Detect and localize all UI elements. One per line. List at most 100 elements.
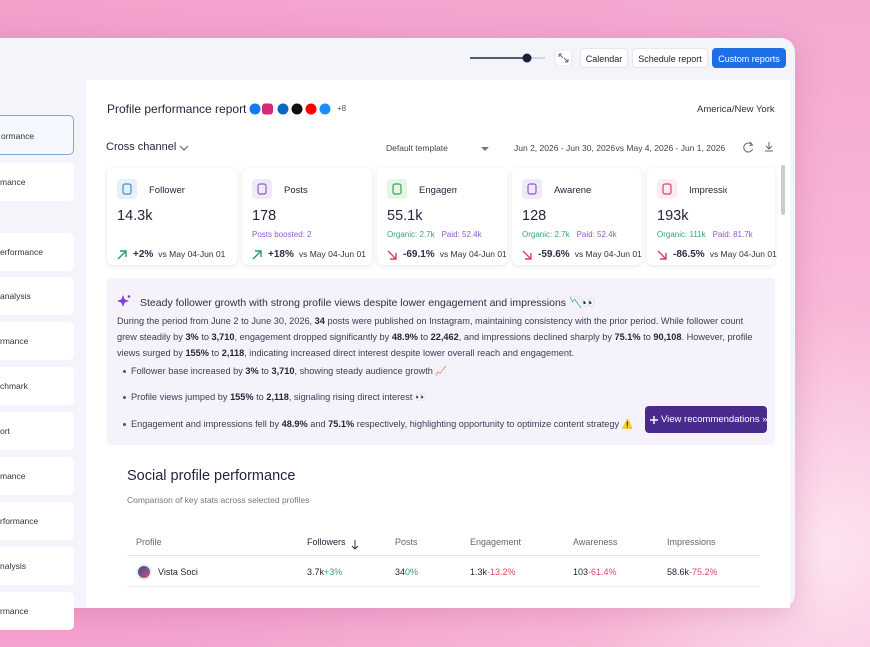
sidebar-item[interactable]: rmance xyxy=(0,592,74,630)
insight-title: Steady follower growth with strong profi… xyxy=(140,297,596,309)
paragraph-segment: 22,462 xyxy=(430,331,459,342)
paid: Paid: 52.4k xyxy=(576,230,617,239)
change-compare: vs May 04-Jun 01 xyxy=(158,249,226,259)
bullet-segment: Follower base increased by xyxy=(131,366,246,376)
bullet-segment: Profile views jumped by xyxy=(131,392,231,402)
sidebar-item[interactable]: mance xyxy=(0,163,74,201)
trend-arrow xyxy=(252,250,262,260)
paragraph-segment: posts were published on Instagram, maint… xyxy=(117,316,744,342)
paragraph-segment: to xyxy=(640,331,654,342)
sidebar-item[interactable]: ort xyxy=(0,412,74,450)
metric-value: 193k xyxy=(657,208,689,224)
paragraph-segment: to xyxy=(198,331,212,342)
column-header[interactable]: Engagement xyxy=(470,537,522,547)
network-icons xyxy=(249,103,331,115)
bullet-segment: 3,710 xyxy=(271,366,295,376)
compare-word: vs xyxy=(615,143,625,153)
metric-split: Organic: 2.7k Paid: 52.4k xyxy=(522,230,617,239)
trend-arrow xyxy=(117,250,127,260)
column-header[interactable]: Posts xyxy=(395,537,418,547)
metric-change: +2% vs May 04-Jun 01 xyxy=(117,249,225,260)
report-title: Profile performance report xyxy=(107,102,247,116)
metric-change: -86.5% vs May 04-Jun 01 xyxy=(657,249,777,260)
change-value: -86.5% xyxy=(673,249,705,260)
column-header[interactable]: Impressions xyxy=(667,537,716,547)
change-compare: vs May 04-Jun 01 xyxy=(298,249,366,259)
sidebar-item[interactable]: nalysis xyxy=(0,547,74,585)
change-value: +18% xyxy=(268,249,294,260)
change-compare: vs May 04-Jun 01 xyxy=(574,249,642,259)
metric-split: Organic: 2.7k Paid: 52.4k xyxy=(387,230,482,239)
column-header[interactable]: Awareness xyxy=(573,537,618,547)
cell-change: +3% xyxy=(324,567,343,577)
bullet-segment: respectively, highlighting opportunity t… xyxy=(354,419,634,429)
metric-icon xyxy=(117,179,137,199)
bullet-dot xyxy=(123,423,126,426)
row-rule xyxy=(127,586,760,587)
table-cell: 58.6k-75.2% xyxy=(667,567,718,577)
bullet-segment: and xyxy=(307,419,329,429)
bullet-segment: , signaling rising direct interest 👀 xyxy=(288,392,427,402)
compare-range: May 4, 2026 - Jun 1, 2026 xyxy=(626,143,726,153)
paragraph-segment: 3,710 xyxy=(211,331,235,342)
sidebar-item[interactable]: rformance xyxy=(0,502,74,540)
custom-reports-button[interactable]: Custom reports xyxy=(712,48,786,68)
view-recommendations-button[interactable]: View recommendations » xyxy=(645,406,768,433)
paragraph-segment: , and impressions declined sharply by xyxy=(458,331,615,342)
insight-paragraph: During the period from June 2 to June 30… xyxy=(117,314,765,361)
paragraph-segment: 75.1% xyxy=(614,331,641,342)
paid: Paid: 81.7k xyxy=(712,230,753,239)
sidebar-item[interactable]: analysis xyxy=(0,277,74,315)
paragraph-segment: 48.9% xyxy=(391,331,418,342)
paragraph-segment: . However, profile views surged by xyxy=(117,331,753,358)
metric-change: +18% vs May 04-Jun 01 xyxy=(252,249,366,260)
more-networks: +8 xyxy=(337,104,347,113)
bullet: Profile views jumped by 155% to 2,118, s… xyxy=(131,392,426,403)
metric-change: -59.6% vs May 04-Jun 01 xyxy=(522,249,642,260)
cell-change: 0% xyxy=(405,567,419,577)
date-range[interactable]: Jun 2, 2026 - Jun 30, 2026 vs May 4, 202… xyxy=(514,143,725,153)
icon-glyph xyxy=(527,183,537,195)
trend-arrow xyxy=(522,250,532,260)
organic: Organic: 2.7k xyxy=(387,230,435,239)
button-label: View recommendations » xyxy=(661,414,768,425)
metric-value: 14.3k xyxy=(117,208,153,224)
cell-change: -13.2% xyxy=(487,567,516,577)
schedule-button[interactable]: Schedule report xyxy=(632,48,708,68)
paragraph-segment: 3% xyxy=(185,331,199,342)
bullet-segment: , showing steady audience growth 📈 xyxy=(294,366,447,376)
change-compare: vs May 04-Jun 01 xyxy=(439,249,507,259)
column-header[interactable]: Followers xyxy=(307,537,346,547)
metric-card: Engagemer 55.1k Organic: 2.7k Paid: 52.4k -6… xyxy=(377,168,507,265)
paid: Paid: 52.4k xyxy=(441,230,482,239)
avatar xyxy=(136,564,152,580)
sidebar-item[interactable]: mance xyxy=(0,457,74,495)
sidebar-item[interactable]: rmance xyxy=(0,322,74,360)
metric-label: Awarenes xyxy=(554,185,592,196)
table-cell: 3.7k+3% xyxy=(307,567,342,577)
plus-icon xyxy=(650,416,658,424)
sidebar-item[interactable]: chmark xyxy=(0,367,74,405)
profile-name: Vista Soci xyxy=(158,567,198,577)
channel-dropdown[interactable]: Cross channel xyxy=(106,141,177,153)
metric-card: Posts 178 Posts boosted: 2 +18% vs May 04-Ju… xyxy=(242,168,372,265)
sort-icon xyxy=(351,540,359,550)
zoom-slider[interactable] xyxy=(465,50,575,66)
bullet-segment: 155% xyxy=(230,392,254,402)
sidebar-item[interactable]: ormance xyxy=(0,115,74,155)
sidebar-item[interactable]: erformance xyxy=(0,233,74,271)
chevron xyxy=(179,145,189,151)
column-header[interactable]: Profile xyxy=(136,537,162,547)
calendar-button[interactable]: Calendar xyxy=(580,48,628,68)
metric-value: 128 xyxy=(522,208,547,224)
refresh-download-icons[interactable] xyxy=(742,141,776,153)
organic: Organic: 2.7k xyxy=(522,230,570,239)
template-dropdown[interactable]: Default template xyxy=(386,143,448,153)
cell-value: 3.7k xyxy=(307,567,325,577)
metric-icon xyxy=(387,179,407,199)
cell-value: 103 xyxy=(573,567,589,577)
bullet-segment: 2,118 xyxy=(266,392,289,402)
paragraph-segment: to xyxy=(417,331,431,342)
cell-change: -61.4% xyxy=(588,567,617,577)
